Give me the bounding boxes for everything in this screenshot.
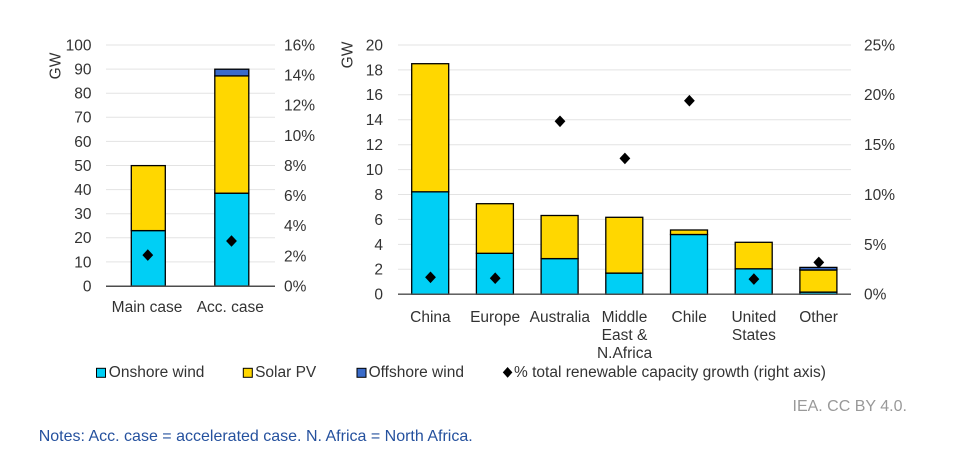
svg-text:5%: 5% <box>864 237 887 254</box>
svg-text:12%: 12% <box>284 98 315 115</box>
svg-text:% total renewable capacity gro: % total renewable capacity growth (right… <box>514 364 826 381</box>
svg-text:Notes: Acc. case = accelerated: Notes: Acc. case = accelerated case. N. … <box>39 428 473 445</box>
svg-text:Main case: Main case <box>112 299 183 316</box>
svg-text:14%: 14% <box>284 68 315 85</box>
svg-text:0%: 0% <box>284 278 307 295</box>
svg-text:IEA. CC BY 4.0.: IEA. CC BY 4.0. <box>793 398 907 415</box>
svg-text:East &: East & <box>602 327 648 344</box>
svg-text:China: China <box>410 309 451 326</box>
svg-text:40: 40 <box>74 182 92 199</box>
svg-text:18: 18 <box>366 62 383 79</box>
svg-text:Solar PV: Solar PV <box>255 364 317 381</box>
svg-text:8%: 8% <box>284 158 307 175</box>
svg-text:12: 12 <box>366 137 383 154</box>
svg-text:25%: 25% <box>864 37 895 54</box>
svg-text:Middle: Middle <box>602 309 648 326</box>
svg-text:2%: 2% <box>284 248 307 265</box>
svg-text:16%: 16% <box>284 37 315 54</box>
svg-text:10: 10 <box>74 254 92 271</box>
svg-text:20%: 20% <box>864 87 895 104</box>
svg-text:Chile: Chile <box>672 309 707 326</box>
svg-text:8: 8 <box>374 187 383 204</box>
svg-text:0%: 0% <box>864 287 887 304</box>
svg-text:2: 2 <box>374 262 383 279</box>
svg-text:80: 80 <box>74 86 92 103</box>
svg-text:4: 4 <box>374 237 383 254</box>
svg-text:20: 20 <box>74 230 92 247</box>
svg-text:N.Africa: N.Africa <box>597 345 653 362</box>
svg-text:GW: GW <box>47 52 64 79</box>
svg-text:14: 14 <box>366 112 384 129</box>
svg-text:30: 30 <box>74 206 92 223</box>
svg-text:Offshore wind: Offshore wind <box>369 364 464 381</box>
svg-text:Australia: Australia <box>530 309 591 326</box>
svg-text:0: 0 <box>374 287 383 304</box>
svg-text:Onshore wind: Onshore wind <box>109 364 205 381</box>
svg-text:70: 70 <box>74 110 92 127</box>
svg-text:4%: 4% <box>284 218 307 235</box>
svg-text:0: 0 <box>83 278 92 295</box>
svg-text:50: 50 <box>74 158 92 175</box>
svg-text:6%: 6% <box>284 188 307 205</box>
svg-text:Acc. case: Acc. case <box>197 299 264 316</box>
svg-text:60: 60 <box>74 134 92 151</box>
svg-text:10%: 10% <box>864 187 895 204</box>
svg-text:100: 100 <box>66 37 92 54</box>
svg-text:10%: 10% <box>284 128 315 145</box>
svg-text:20: 20 <box>366 37 384 54</box>
svg-text:10: 10 <box>366 162 384 179</box>
svg-text:Other: Other <box>799 309 838 326</box>
svg-text:Europe: Europe <box>470 309 520 326</box>
svg-text:GW: GW <box>339 41 356 68</box>
svg-text:15%: 15% <box>864 137 895 154</box>
svg-text:16: 16 <box>366 87 383 104</box>
svg-text:United: United <box>731 309 776 326</box>
svg-text:6: 6 <box>374 212 383 229</box>
svg-text:90: 90 <box>74 62 92 79</box>
svg-text:States: States <box>732 327 776 344</box>
